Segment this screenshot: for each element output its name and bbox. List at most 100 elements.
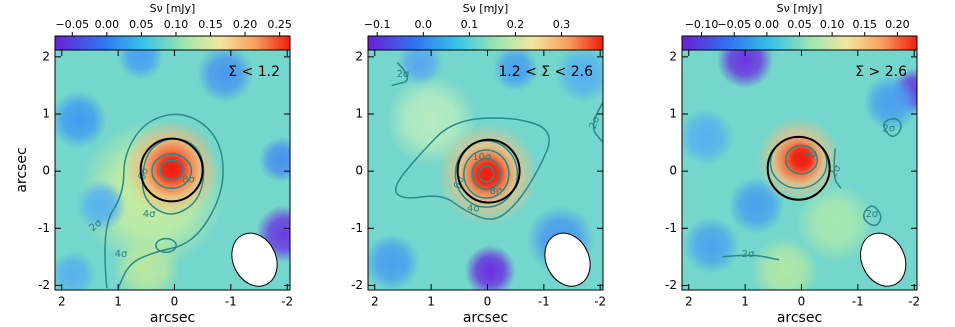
colorbar-tick-label: 0.05 xyxy=(129,18,154,31)
contour xyxy=(833,148,842,189)
heatmap-region xyxy=(863,74,917,132)
contour xyxy=(141,138,205,215)
colorbar-tick-label: −0.05 xyxy=(55,18,89,31)
y-tick-label: 1 xyxy=(669,107,677,121)
x-tick-label: 2 xyxy=(371,295,379,309)
x-tick-label: -1 xyxy=(538,295,550,309)
heatmap-region xyxy=(259,136,290,183)
contour-label: 2σ xyxy=(882,123,895,134)
contour xyxy=(722,254,780,261)
heatmap-region xyxy=(118,50,164,80)
colorbar-tick-label: 0.10 xyxy=(164,18,189,31)
x-tick-label: 1 xyxy=(114,295,122,309)
colorbar-tick-label: 0.05 xyxy=(787,18,812,31)
y-tick-label: 2 xyxy=(669,49,677,63)
colorbar-tick-label: 0.1 xyxy=(461,18,479,31)
colorbar-tick-label: 0.15 xyxy=(853,18,878,31)
x-tick-label: 1 xyxy=(741,295,749,309)
contour-label: 2σ xyxy=(866,209,879,220)
contour xyxy=(463,149,510,199)
x-axis-label: arcsec xyxy=(150,310,195,326)
x-tick-label: 0 xyxy=(798,295,806,309)
colorbar-tick-label: 0.25 xyxy=(267,18,292,31)
y-tick-label: 0 xyxy=(42,164,50,178)
heatmap-region xyxy=(112,234,181,290)
heatmap-region xyxy=(464,245,516,290)
contour xyxy=(155,237,177,254)
colorbar-tick-label: 0.2 xyxy=(507,18,525,31)
colorbar-tick-label: 0.00 xyxy=(95,18,120,31)
colorbar-tick-label: −0.1 xyxy=(364,18,391,31)
aperture-circle xyxy=(766,135,831,201)
colorbar-tick-label: 0.15 xyxy=(198,18,223,31)
y-tick-label: -2 xyxy=(351,278,363,292)
colorbar xyxy=(681,35,918,51)
heatmap-region xyxy=(682,108,734,166)
colorbar-tick-label: 0.20 xyxy=(233,18,258,31)
x-tick-label: -1 xyxy=(852,295,864,309)
y-tick-label: 2 xyxy=(355,49,363,63)
colorbar-label: Sν [mJy] xyxy=(463,2,509,15)
heatmap-region xyxy=(55,91,107,149)
colorbar xyxy=(54,35,291,51)
heatmap-region xyxy=(75,179,127,232)
colorbar-tick-label: 0.20 xyxy=(885,18,910,31)
heatmap-region xyxy=(493,50,539,92)
heatmap-region xyxy=(785,142,818,175)
y-tick-label: -1 xyxy=(665,221,677,235)
panel-label: Σ < 1.2 xyxy=(228,64,280,80)
contour xyxy=(471,157,502,191)
heatmap-region xyxy=(197,50,254,103)
x-tick-label: -2 xyxy=(281,295,293,309)
contour xyxy=(151,153,193,190)
colorbar-tick-label: −0.05 xyxy=(717,18,751,31)
aperture-circle xyxy=(139,137,204,203)
contour xyxy=(391,62,409,87)
y-tick-label: -2 xyxy=(665,278,677,292)
x-tick-label: 2 xyxy=(685,295,693,309)
colorbar-label: Sν [mJy] xyxy=(150,2,196,15)
colorbar-tick-label: −0.10 xyxy=(685,18,719,31)
y-tick-label: -2 xyxy=(38,278,50,292)
contour xyxy=(159,159,184,181)
x-axis-label: arcsec xyxy=(777,310,822,326)
panel-label: 1.2 < Σ < 2.6 xyxy=(498,64,593,80)
y-tick-label: 1 xyxy=(42,107,50,121)
colorbar xyxy=(367,35,604,51)
contour-label: 4σ xyxy=(143,209,156,220)
heatmap-region xyxy=(55,251,96,290)
contour-label: 4σ xyxy=(804,149,817,160)
contour xyxy=(784,144,819,175)
panel-label: Σ > 2.6 xyxy=(855,64,907,80)
x-tick-label: 1 xyxy=(427,295,435,309)
x-tick-label: 0 xyxy=(484,295,492,309)
y-axis-label: arcsec xyxy=(14,147,30,192)
contour xyxy=(104,113,224,289)
beam xyxy=(860,232,907,287)
contour xyxy=(478,165,495,183)
y-tick-label: -1 xyxy=(351,221,363,235)
contour-label: 8σ xyxy=(490,186,503,197)
beam xyxy=(544,232,591,287)
heatmap-region xyxy=(368,234,420,290)
y-tick-label: 2 xyxy=(42,49,50,63)
x-tick-label: -1 xyxy=(225,295,237,309)
heatmap-region xyxy=(795,182,875,263)
contour xyxy=(883,118,902,138)
colorbar-label: Sν [mJy] xyxy=(777,2,823,15)
contour-label: 2σ xyxy=(742,249,755,260)
beam xyxy=(231,232,278,287)
x-tick-label: -2 xyxy=(594,295,606,309)
colorbar-tick-label: 0.00 xyxy=(755,18,780,31)
heatmap-region xyxy=(469,155,506,193)
colorbar-tick-label: 0.0 xyxy=(415,18,433,31)
contour xyxy=(454,140,519,208)
contour-label: 2σ xyxy=(397,69,410,80)
